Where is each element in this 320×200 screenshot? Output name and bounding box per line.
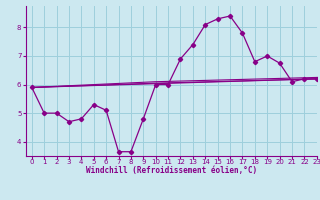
X-axis label: Windchill (Refroidissement éolien,°C): Windchill (Refroidissement éolien,°C) xyxy=(86,166,257,175)
